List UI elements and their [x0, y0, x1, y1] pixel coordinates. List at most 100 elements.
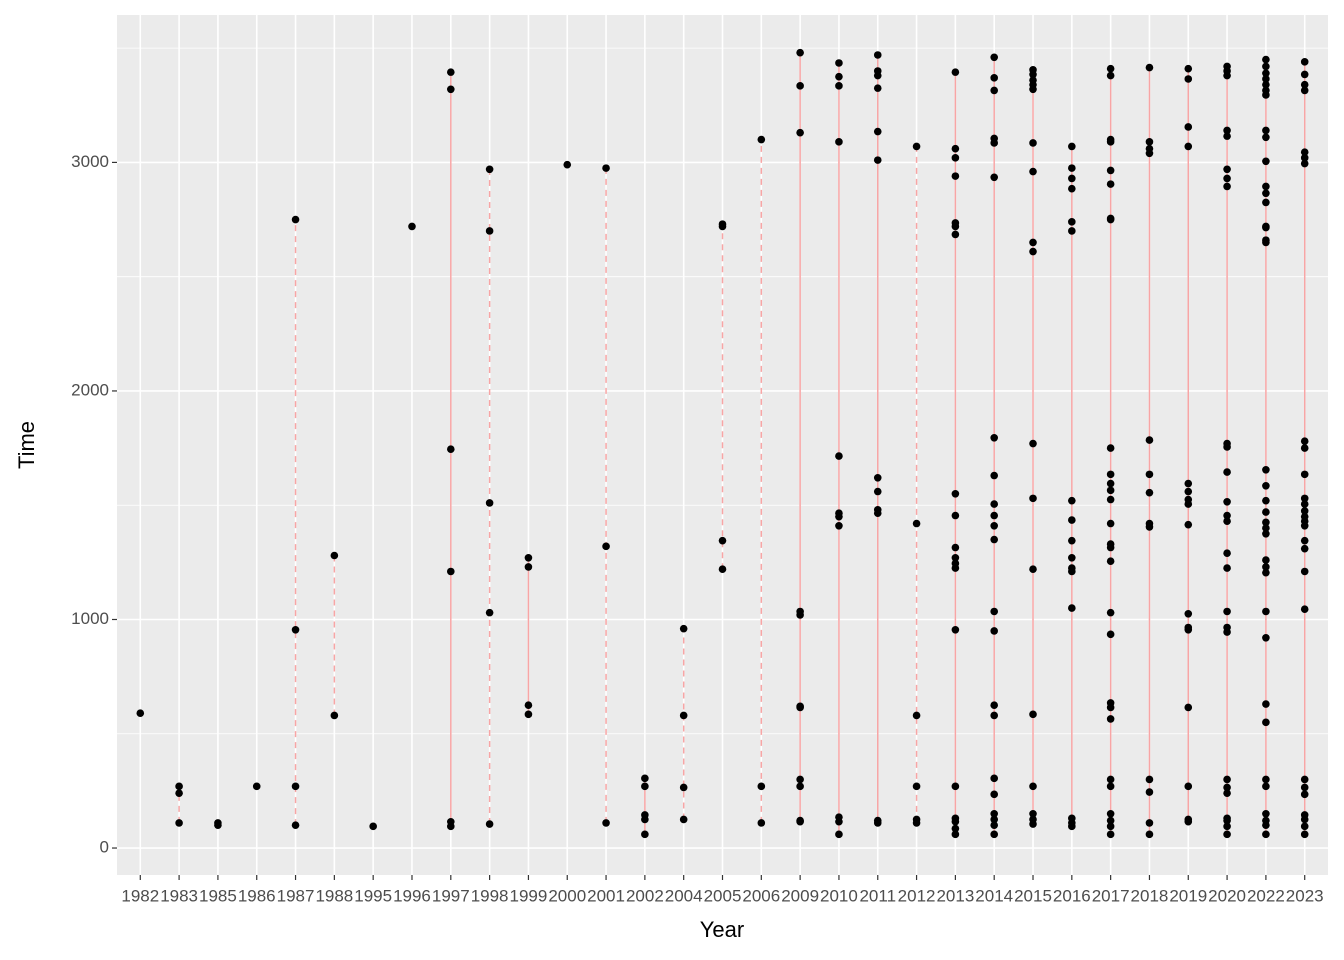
point	[1223, 816, 1231, 825]
point	[951, 489, 960, 498]
x-tick-label: 1999	[510, 886, 548, 905]
point	[1106, 630, 1115, 639]
point	[1029, 85, 1037, 94]
point	[990, 74, 998, 82]
x-axis-title: Year	[700, 917, 744, 942]
point	[1145, 830, 1154, 839]
point	[447, 85, 455, 94]
point	[1262, 556, 1270, 564]
point	[1300, 775, 1309, 784]
point	[1223, 165, 1231, 174]
point	[485, 820, 494, 828]
point	[291, 625, 300, 634]
point	[485, 227, 494, 235]
point	[951, 68, 960, 76]
point	[602, 164, 610, 172]
point	[990, 86, 998, 95]
point	[873, 509, 882, 518]
x-tick-label: 2018	[1131, 886, 1169, 905]
point	[1106, 64, 1115, 73]
point	[1145, 523, 1154, 531]
y-axis-title: Time	[14, 421, 39, 469]
point	[990, 521, 998, 530]
point	[214, 821, 222, 829]
point	[485, 165, 494, 174]
point	[1106, 71, 1115, 80]
point	[291, 821, 300, 829]
point	[912, 519, 921, 528]
point	[796, 782, 804, 791]
point	[912, 819, 921, 827]
point	[990, 809, 998, 818]
point	[835, 72, 843, 81]
point	[951, 782, 960, 791]
point	[1223, 549, 1231, 558]
point	[951, 230, 960, 239]
x-tick-label: 2023	[1286, 886, 1324, 905]
point	[524, 710, 533, 719]
point	[1300, 790, 1309, 799]
point	[1262, 508, 1270, 516]
point	[1184, 782, 1193, 791]
point	[951, 553, 960, 562]
point	[1184, 703, 1193, 712]
point	[1300, 830, 1309, 839]
point	[1262, 62, 1270, 71]
point	[1262, 496, 1270, 505]
point	[1029, 238, 1037, 247]
point	[1300, 605, 1309, 614]
point	[1223, 468, 1231, 476]
y-tick-label: 0	[100, 838, 109, 857]
point	[1262, 189, 1270, 198]
point	[1106, 495, 1115, 504]
point	[1145, 436, 1154, 444]
point	[1029, 782, 1037, 791]
point	[1106, 479, 1115, 488]
point	[1106, 470, 1115, 479]
point	[641, 782, 649, 791]
point	[796, 703, 804, 712]
point	[1300, 154, 1309, 162]
point	[1029, 494, 1037, 503]
point	[1106, 519, 1115, 528]
x-tick-label: 2004	[665, 886, 703, 905]
point	[912, 142, 921, 151]
point	[718, 222, 727, 231]
point	[1262, 607, 1270, 616]
point	[951, 817, 960, 826]
point	[252, 782, 261, 791]
point	[1223, 628, 1231, 636]
x-tick-label: 1982	[121, 886, 159, 905]
x-tick-label: 2019	[1169, 886, 1207, 905]
point	[796, 611, 804, 619]
x-tick-label: 2020	[1208, 886, 1246, 905]
point	[175, 819, 183, 827]
point	[1106, 608, 1115, 617]
point	[1300, 567, 1309, 576]
point	[990, 500, 998, 508]
point	[990, 607, 998, 616]
point	[1106, 486, 1115, 495]
point	[136, 709, 145, 717]
x-tick-label: 1986	[238, 886, 276, 905]
point	[1262, 563, 1270, 571]
point	[757, 819, 766, 827]
point	[990, 821, 998, 829]
point	[1106, 557, 1115, 566]
point	[1262, 69, 1270, 78]
point	[1262, 529, 1270, 538]
point	[1223, 775, 1231, 784]
point	[291, 215, 300, 224]
point	[291, 782, 300, 791]
x-tick-label: 2000	[548, 886, 586, 905]
x-tick-label: 2012	[898, 886, 936, 905]
point	[1106, 180, 1115, 188]
point	[1068, 184, 1076, 193]
point	[485, 499, 494, 507]
point	[1029, 820, 1037, 828]
point	[1262, 55, 1270, 64]
point	[447, 68, 455, 76]
point	[1262, 126, 1270, 135]
point	[1223, 830, 1231, 839]
